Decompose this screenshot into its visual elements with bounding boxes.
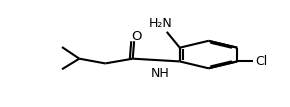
Text: NH: NH bbox=[151, 68, 169, 80]
Text: Cl: Cl bbox=[256, 55, 268, 68]
Text: O: O bbox=[131, 30, 142, 43]
Text: H₂N: H₂N bbox=[149, 17, 173, 30]
